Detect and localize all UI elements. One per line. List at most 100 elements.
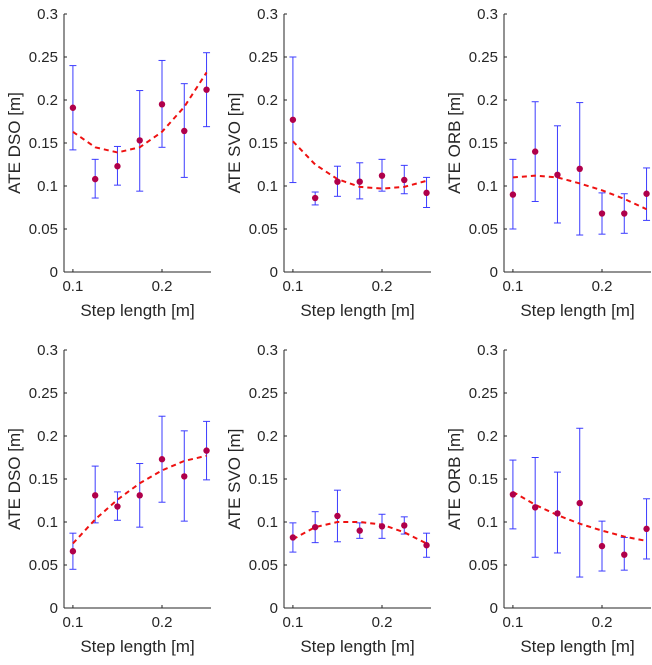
y-tick-label: 0.15 — [29, 135, 58, 152]
subplot-2: 0 0.05 0.1 0.15 0.2 0.25 0.3 0.1 0.2 Step length … — [225, 6, 431, 320]
fit-curve — [72, 71, 208, 154]
data-point — [136, 137, 143, 144]
y-tick-label: 0.2 — [37, 428, 58, 445]
x-tick-label: 0.2 — [592, 614, 613, 631]
subplot-3: 0 0.05 0.1 0.15 0.2 0.25 0.3 0.1 0.2 Step length … — [445, 6, 651, 320]
y-tick-label: 0.25 — [249, 49, 278, 66]
data-point — [289, 534, 297, 541]
data-point — [423, 542, 430, 549]
data-point — [643, 525, 650, 533]
data-point — [181, 473, 188, 480]
data-point — [91, 175, 99, 183]
subplot-4: 0 0.05 0.1 0.15 0.2 0.25 0.3 0.1 0.2 Step length … — [5, 342, 211, 656]
y-tick-label: 0.1 — [37, 514, 58, 531]
y-tick-label: 0 — [490, 600, 498, 617]
data-point — [598, 210, 606, 217]
data-point — [554, 171, 561, 179]
x-axis-label: Step length [m] — [520, 637, 634, 656]
y-tick-label: 0 — [270, 264, 278, 281]
data-point — [531, 148, 539, 155]
y-tick-label: 0.1 — [257, 178, 278, 195]
data-point — [621, 551, 628, 558]
fit-curve — [72, 454, 207, 545]
data-point — [91, 492, 99, 499]
y-tick-label: 0.15 — [249, 135, 278, 152]
y-axis-label: ATE DSO [m] — [5, 92, 24, 194]
x-tick-label: 0.1 — [502, 278, 523, 295]
data-point — [311, 194, 319, 202]
y-tick-label: 0.1 — [257, 514, 278, 531]
x-tick-label: 0.1 — [62, 278, 83, 295]
y-tick-label: 0.2 — [477, 92, 498, 109]
y-tick-label: 0.25 — [29, 385, 58, 402]
x-axis-label: Step length [m] — [520, 301, 634, 320]
data-point — [531, 504, 539, 511]
data-point — [356, 527, 363, 534]
x-tick-label: 0.1 — [282, 614, 303, 631]
data-point — [136, 492, 143, 499]
x-tick-label: 0.2 — [592, 278, 613, 295]
data-point — [334, 178, 341, 185]
x-axis-label: Step length [m] — [80, 301, 194, 320]
y-tick-label: 0.05 — [29, 557, 58, 574]
fit-curve — [292, 140, 427, 190]
data-point — [203, 447, 210, 454]
subplot-1: 0 0.05 0.1 0.15 0.2 0.25 0.3 0.1 0.2 Step length … — [5, 6, 211, 320]
data-point — [423, 189, 430, 197]
data-point — [356, 178, 363, 185]
fit-curve — [512, 174, 647, 211]
data-point — [203, 86, 210, 93]
data-point — [114, 503, 121, 510]
data-point — [621, 210, 628, 217]
x-tick-label: 0.1 — [282, 278, 303, 295]
y-axis-label: ATE DSO [m] — [5, 428, 24, 530]
data-point — [554, 510, 561, 517]
y-tick-label: 0.3 — [477, 6, 498, 23]
data-point — [509, 491, 517, 498]
data-point — [114, 163, 121, 170]
y-tick-label: 0.05 — [469, 557, 498, 574]
y-tick-label: 0.25 — [469, 49, 498, 66]
subplot-6: 0 0.05 0.1 0.15 0.2 0.25 0.3 0.1 0.2 Step length … — [445, 342, 651, 656]
y-tick-label: 0.05 — [29, 221, 58, 238]
y-tick-label: 0.2 — [257, 92, 278, 109]
x-tick-label: 0.1 — [62, 614, 83, 631]
y-tick-label: 0 — [490, 264, 498, 281]
y-tick-label: 0 — [50, 600, 58, 617]
data-point — [69, 104, 77, 111]
y-tick-label: 0.3 — [37, 342, 58, 359]
data-point — [576, 165, 583, 172]
y-tick-label: 0.25 — [469, 385, 498, 402]
y-tick-label: 0.05 — [249, 221, 278, 238]
y-tick-label: 0.25 — [249, 385, 278, 402]
data-point — [158, 101, 166, 108]
x-tick-label: 0.1 — [502, 614, 523, 631]
data-point — [598, 542, 606, 550]
x-tick-label: 0.2 — [152, 614, 173, 631]
x-axis-label: Step length [m] — [300, 637, 414, 656]
data-point — [289, 116, 297, 123]
data-point — [401, 522, 408, 529]
y-tick-label: 0.3 — [37, 6, 58, 23]
y-tick-label: 0.3 — [257, 342, 278, 359]
subplot-5: 0 0.05 0.1 0.15 0.2 0.25 0.3 0.1 0.2 Step length … — [225, 342, 431, 656]
y-tick-label: 0.2 — [257, 428, 278, 445]
y-tick-label: 0 — [50, 264, 58, 281]
data-point — [576, 499, 583, 507]
y-tick-label: 0.2 — [477, 428, 498, 445]
y-tick-label: 0.05 — [469, 221, 498, 238]
y-tick-label: 0.1 — [37, 178, 58, 195]
y-tick-label: 0 — [270, 600, 278, 617]
y-tick-label: 0.15 — [469, 471, 498, 488]
y-tick-label: 0.3 — [257, 6, 278, 23]
data-point — [378, 523, 386, 530]
y-tick-label: 0.3 — [477, 342, 498, 359]
fit-curve — [512, 491, 647, 542]
y-tick-label: 0.1 — [477, 178, 498, 195]
y-tick-label: 0.15 — [29, 471, 58, 488]
data-point — [311, 523, 319, 531]
data-point — [378, 172, 386, 179]
data-point — [643, 190, 650, 197]
